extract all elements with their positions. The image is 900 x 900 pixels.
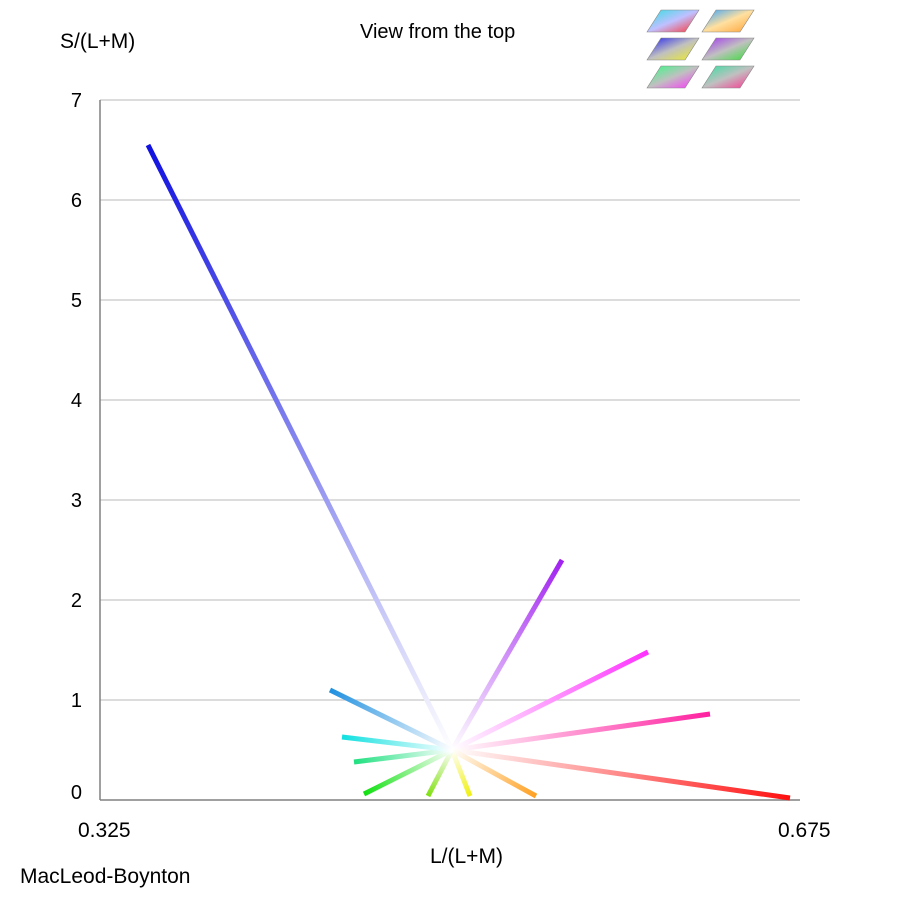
y-tick-label: 7	[71, 90, 82, 112]
view-thumbnails[interactable]	[645, 8, 760, 93]
series-line-red	[451, 747, 791, 801]
x-tick-label-max: 0.675	[778, 819, 831, 842]
y-tick-label: 1	[71, 690, 82, 712]
chart-series	[145, 143, 791, 801]
axes	[99, 100, 800, 801]
series-line-yellow-green	[425, 748, 455, 798]
y-axis-label: S/(L+M)	[60, 30, 136, 53]
series-line-violet	[449, 558, 565, 752]
color-space-label: MacLeod-Boynton	[20, 865, 191, 888]
y-tick-label: 6	[71, 190, 82, 212]
series-line-orange	[450, 747, 538, 799]
grid-lines	[100, 99, 800, 701]
thumb-red-cyan[interactable]	[646, 9, 700, 33]
thumb-magenta-green[interactable]	[646, 65, 700, 89]
series-line-yellow	[449, 749, 473, 797]
series-line-pink	[451, 711, 711, 753]
y-tick-label: 3	[71, 490, 82, 512]
thumb-yellow-blue[interactable]	[646, 37, 700, 61]
thumb-pink-teal[interactable]	[701, 65, 755, 89]
y-tick-label: 5	[71, 290, 82, 312]
series-line-magenta	[450, 649, 650, 753]
y-tick-labels: 0 1 2 3 4 5 6 7	[71, 90, 82, 804]
series-line-spring-green	[353, 747, 453, 765]
series-line-azure	[328, 687, 454, 753]
series-line-blue	[145, 143, 455, 752]
series-line-cyan	[341, 734, 453, 753]
chart-title: View from the top	[360, 21, 516, 43]
x-tick-label-min: 0.325	[78, 819, 131, 842]
thumb-green-violet[interactable]	[701, 37, 755, 61]
x-axis-label: L/(L+M)	[430, 845, 503, 868]
y-tick-label: 0	[71, 782, 82, 804]
y-tick-label: 2	[71, 590, 82, 612]
series-line-green	[362, 747, 454, 797]
thumb-orange-blue[interactable]	[701, 9, 755, 33]
y-tick-label: 4	[71, 390, 82, 412]
